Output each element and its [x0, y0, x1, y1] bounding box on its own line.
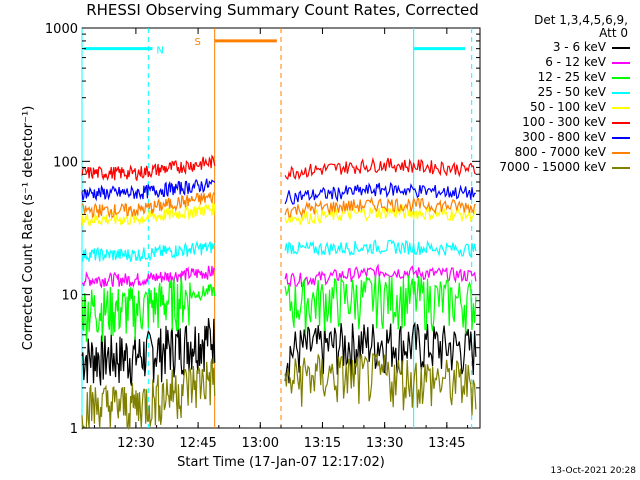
legend-swatch	[612, 77, 630, 79]
legend-item: 800 - 7000 keV	[478, 145, 630, 160]
series-line	[284, 274, 477, 335]
legend-item: 100 - 300 keV	[478, 115, 630, 130]
series-line	[81, 201, 216, 227]
series-7	[81, 191, 476, 219]
flag-label-s: S	[195, 37, 201, 48]
x-tick-label: 12:30	[117, 436, 154, 451]
y-tick-label: 10	[61, 289, 78, 304]
legend: 3 - 6 keV 6 - 12 keV 12 - 25 keV 25 - 50 ke…	[478, 40, 630, 175]
detector-info: Det 1,3,4,5,6,9, Att 0	[534, 14, 628, 40]
legend-swatch	[612, 92, 630, 94]
y-tick-label: 100	[53, 155, 78, 170]
legend-item: 3 - 6 keV	[478, 40, 630, 55]
generated-timestamp: 13-Oct-2021 20:28	[550, 466, 636, 476]
series-line	[284, 352, 477, 416]
legend-swatch	[612, 62, 630, 64]
series-0	[81, 318, 477, 386]
series-line	[284, 195, 476, 219]
legend-swatch	[612, 107, 630, 109]
legend-swatch	[612, 137, 630, 139]
x-tick-label: 13:45	[428, 436, 465, 451]
series-5	[81, 154, 477, 182]
legend-label: 6 - 12 keV	[545, 55, 606, 69]
series-line	[81, 178, 216, 202]
series-line	[81, 191, 216, 219]
series-line	[81, 154, 216, 182]
series-1	[81, 263, 477, 289]
y-tick-label: 1	[70, 422, 78, 437]
legend-item: 12 - 25 keV	[478, 70, 630, 85]
series-line	[81, 265, 216, 289]
legend-item: 300 - 800 keV	[478, 130, 630, 145]
attenuator-state: Att 0	[599, 26, 628, 40]
series-4	[81, 201, 477, 227]
legend-label: 3 - 6 keV	[552, 40, 606, 54]
legend-label: 100 - 300 keV	[522, 115, 606, 129]
series-layer	[81, 154, 477, 431]
series-line	[284, 263, 477, 288]
legend-label: 25 - 50 keV	[537, 85, 606, 99]
x-axis-label: Start Time (17-Jan-07 12:17:02)	[177, 455, 385, 470]
legend-item: 25 - 50 keV	[478, 85, 630, 100]
series-2	[81, 274, 477, 342]
x-tick-label: 13:00	[242, 436, 279, 451]
legend-label: 50 - 100 keV	[529, 100, 606, 114]
axes-layer: 12:30 12:45 13:00 13:15 13:30 13:45 1 10 100 1000	[45, 22, 480, 451]
series-3	[81, 239, 477, 263]
legend-item: 50 - 100 keV	[478, 100, 630, 115]
series-line	[81, 358, 216, 431]
flag-label-n: N	[156, 46, 163, 57]
series-6	[81, 178, 476, 205]
legend-item: 6 - 12 keV	[478, 55, 630, 70]
legend-label: 7000 - 15000 keV	[499, 160, 606, 174]
y-axis-label: Corrected Count Rate (s⁻¹ detector⁻¹)	[21, 106, 36, 351]
x-tick-label: 12:45	[179, 436, 216, 451]
series-line	[284, 321, 477, 384]
legend-label: 12 - 25 keV	[537, 70, 606, 84]
x-tick-label: 13:30	[366, 436, 403, 451]
x-tick-label: 13:15	[304, 436, 341, 451]
series-line	[284, 181, 476, 205]
series-line	[81, 318, 216, 386]
series-line	[284, 156, 477, 181]
y-tick-label: 1000	[45, 22, 78, 37]
series-8	[81, 352, 477, 431]
legend-swatch	[612, 167, 630, 169]
series-line	[284, 203, 477, 225]
detector-list: Det 1,3,4,5,6,9,	[534, 13, 628, 27]
legend-swatch	[612, 152, 630, 154]
legend-label: 300 - 800 keV	[522, 130, 606, 144]
legend-label: 800 - 7000 keV	[514, 145, 606, 159]
series-line	[81, 277, 216, 342]
legend-swatch	[612, 47, 630, 49]
series-line	[284, 239, 477, 258]
series-line	[81, 240, 216, 263]
chart-title: RHESSI Observing Summary Count Rates, Co…	[86, 1, 479, 19]
legend-swatch	[612, 122, 630, 124]
legend-item: 7000 - 15000 keV	[478, 160, 630, 175]
